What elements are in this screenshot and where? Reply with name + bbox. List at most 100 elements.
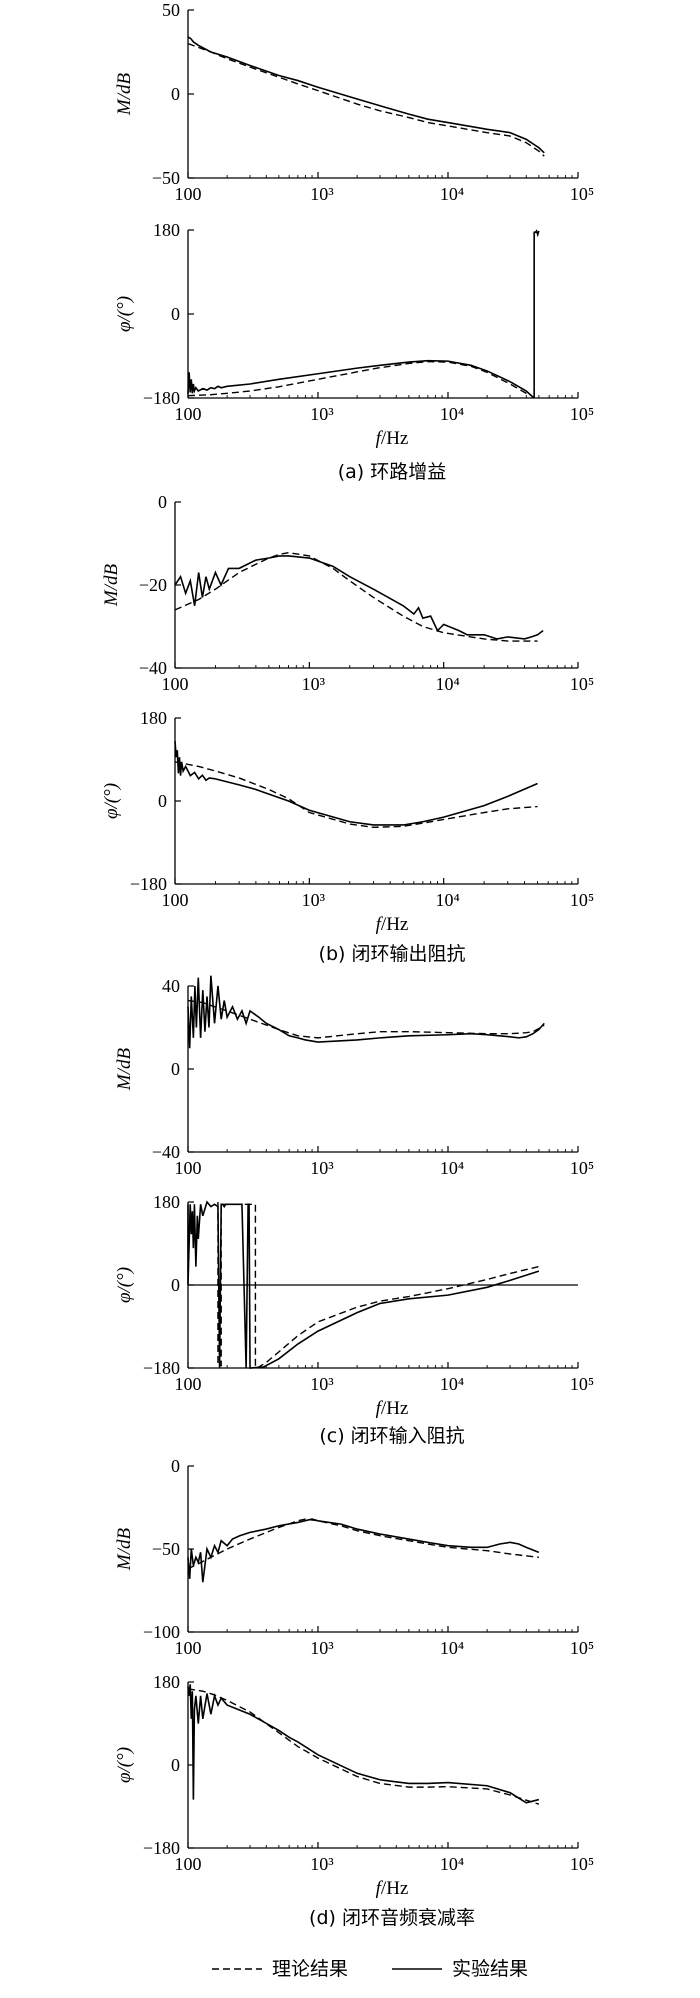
chart-panel-a-phase: 100 10³ 10⁴ 10⁵ 180 0 −180 φ/(°) f/Hz: [114, 220, 594, 449]
x-tick-label: 10⁵: [570, 1638, 594, 1658]
chart-panel-c-phase: 100 10³ 10⁴ 10⁵ 180 0 −180 φ/(°) f/Hz: [114, 1192, 594, 1419]
y-tick-label: 0: [158, 492, 167, 512]
chart-panel-c-magnitude: 100 10³ 10⁴ 10⁵ 40 0 −40 M/dB: [114, 975, 594, 1178]
x-tick-label: 100: [175, 1854, 202, 1874]
series-line-experiment: [174, 741, 538, 826]
x-tick-label: 10⁵: [570, 890, 594, 910]
y-tick-label: 180: [153, 220, 180, 240]
y-axis-title: φ/(°): [114, 1747, 135, 1783]
x-tick-label: 100: [175, 184, 202, 204]
y-tick-label: 0: [171, 1275, 180, 1295]
y-tick-label: 0: [171, 1755, 180, 1775]
x-axis-title: f/Hz: [376, 914, 409, 935]
y-tick-label: 0: [171, 1456, 180, 1476]
x-tick-label: 10⁴: [436, 674, 460, 694]
y-axis-title: M/dB: [114, 1048, 135, 1092]
caption-b: (b) 闭环输出阻抗: [319, 943, 466, 965]
y-tick-label: −40: [139, 658, 167, 678]
x-tick-label: 10³: [310, 184, 334, 204]
y-tick-label: 0: [171, 1059, 180, 1079]
y-axis-title: M/dB: [114, 1528, 135, 1572]
y-axis-title: φ/(°): [114, 1267, 135, 1303]
series-line-theory: [187, 1518, 539, 1570]
x-axis-title: f/Hz: [376, 428, 409, 449]
x-tick-label: 10⁵: [570, 1158, 594, 1178]
x-tick-label: 10⁵: [570, 184, 594, 204]
series-line-theory: [187, 1688, 540, 1805]
y-tick-label: −180: [143, 1358, 180, 1378]
x-tick-label: 10⁴: [440, 1638, 464, 1658]
x-tick-label: 10³: [310, 1158, 334, 1178]
chart-panel-d-phase: 100 10³ 10⁴ 10⁵ 180 0 −180 φ/(°) f/Hz: [114, 1672, 594, 1899]
x-tick-label: 100: [162, 674, 189, 694]
chart-panel-a-magnitude: 100 10³ 10⁴ 10⁵ 50 0 −50 M/dB: [114, 0, 594, 204]
y-tick-label: −40: [152, 1142, 180, 1162]
x-tick-label: 100: [175, 1158, 202, 1178]
y-tick-label: −180: [143, 388, 180, 408]
y-tick-label: 0: [171, 84, 180, 104]
series-line-experiment: [187, 1200, 540, 1369]
chart-panel-d-magnitude: 100 10³ 10⁴ 10⁵ 0 −50 −100 M/dB: [114, 1456, 594, 1658]
y-tick-label: −180: [143, 1838, 180, 1858]
x-tick-label: 100: [162, 890, 189, 910]
y-tick-label: 180: [140, 708, 167, 728]
series-line-theory: [187, 360, 532, 397]
x-tick-label: 100: [175, 1374, 202, 1394]
y-tick-label: −100: [143, 1622, 180, 1642]
x-tick-label: 10⁴: [440, 1854, 464, 1874]
y-tick-label: −180: [130, 874, 167, 894]
x-tick-label: 10³: [310, 1638, 334, 1658]
y-tick-label: −50: [152, 1539, 180, 1559]
caption-a: (a) 环路增益: [338, 461, 447, 483]
legend-label: 理论结果: [272, 1958, 348, 1980]
y-tick-label: −20: [139, 575, 167, 595]
x-tick-label: 10³: [310, 404, 334, 424]
x-axis-title: f/Hz: [376, 1398, 409, 1419]
y-axis-title: M/dB: [101, 564, 122, 608]
y-axis-title: M/dB: [114, 73, 135, 117]
x-tick-label: 10⁴: [440, 184, 464, 204]
x-axis-title: f/Hz: [376, 1878, 409, 1899]
caption-d: (d) 闭环音频衰减率: [309, 1907, 475, 1929]
x-tick-label: 10⁴: [436, 890, 460, 910]
y-axis-title: φ/(°): [101, 783, 122, 819]
series-line-experiment: [187, 36, 545, 154]
y-tick-label: 0: [171, 304, 180, 324]
x-tick-label: 10⁴: [440, 1374, 464, 1394]
x-tick-label: 10⁵: [570, 1854, 594, 1874]
y-tick-label: 40: [162, 976, 180, 996]
chart-panel-b-phase: 100 10³ 10⁴ 10⁵ 180 0 −180 φ/(°) f/Hz: [101, 708, 594, 935]
x-tick-label: 10³: [310, 1854, 334, 1874]
x-tick-label: 10³: [310, 1374, 334, 1394]
x-tick-label: 10³: [302, 674, 326, 694]
x-tick-label: 10³: [302, 890, 326, 910]
chart-panel-b-magnitude: 100 10³ 10⁴ 10⁵ 0 −20 −40 M/dB: [101, 492, 594, 694]
series-line-experiment: [187, 1684, 540, 1804]
series-line-experiment: [187, 229, 540, 398]
series-line-experiment: [187, 1518, 540, 1583]
x-tick-label: 100: [175, 404, 202, 424]
x-tick-label: 10⁴: [440, 404, 464, 424]
y-tick-label: 50: [162, 0, 180, 20]
y-tick-label: 0: [158, 791, 167, 811]
legend-label: 实验结果: [452, 1958, 528, 1980]
y-axis-title: φ/(°): [114, 296, 135, 332]
y-tick-label: 180: [153, 1192, 180, 1212]
series-line-theory: [187, 999, 545, 1039]
series-line-experiment: [187, 975, 545, 1049]
x-tick-label: 10⁵: [570, 1374, 594, 1394]
series-line-theory: [174, 761, 538, 828]
caption-c: (c) 闭环输入阻抗: [319, 1425, 464, 1447]
legend: 理论结果 实验结果: [212, 1958, 528, 1980]
x-tick-label: 10⁴: [440, 1158, 464, 1178]
x-tick-label: 100: [175, 1638, 202, 1658]
x-tick-label: 10⁵: [570, 674, 594, 694]
x-tick-label: 10⁵: [570, 404, 594, 424]
y-tick-label: −50: [152, 168, 180, 188]
series-line-theory: [174, 551, 538, 642]
y-tick-label: 180: [153, 1672, 180, 1692]
series-line-theory: [187, 42, 545, 157]
series-line-experiment: [174, 555, 544, 640]
